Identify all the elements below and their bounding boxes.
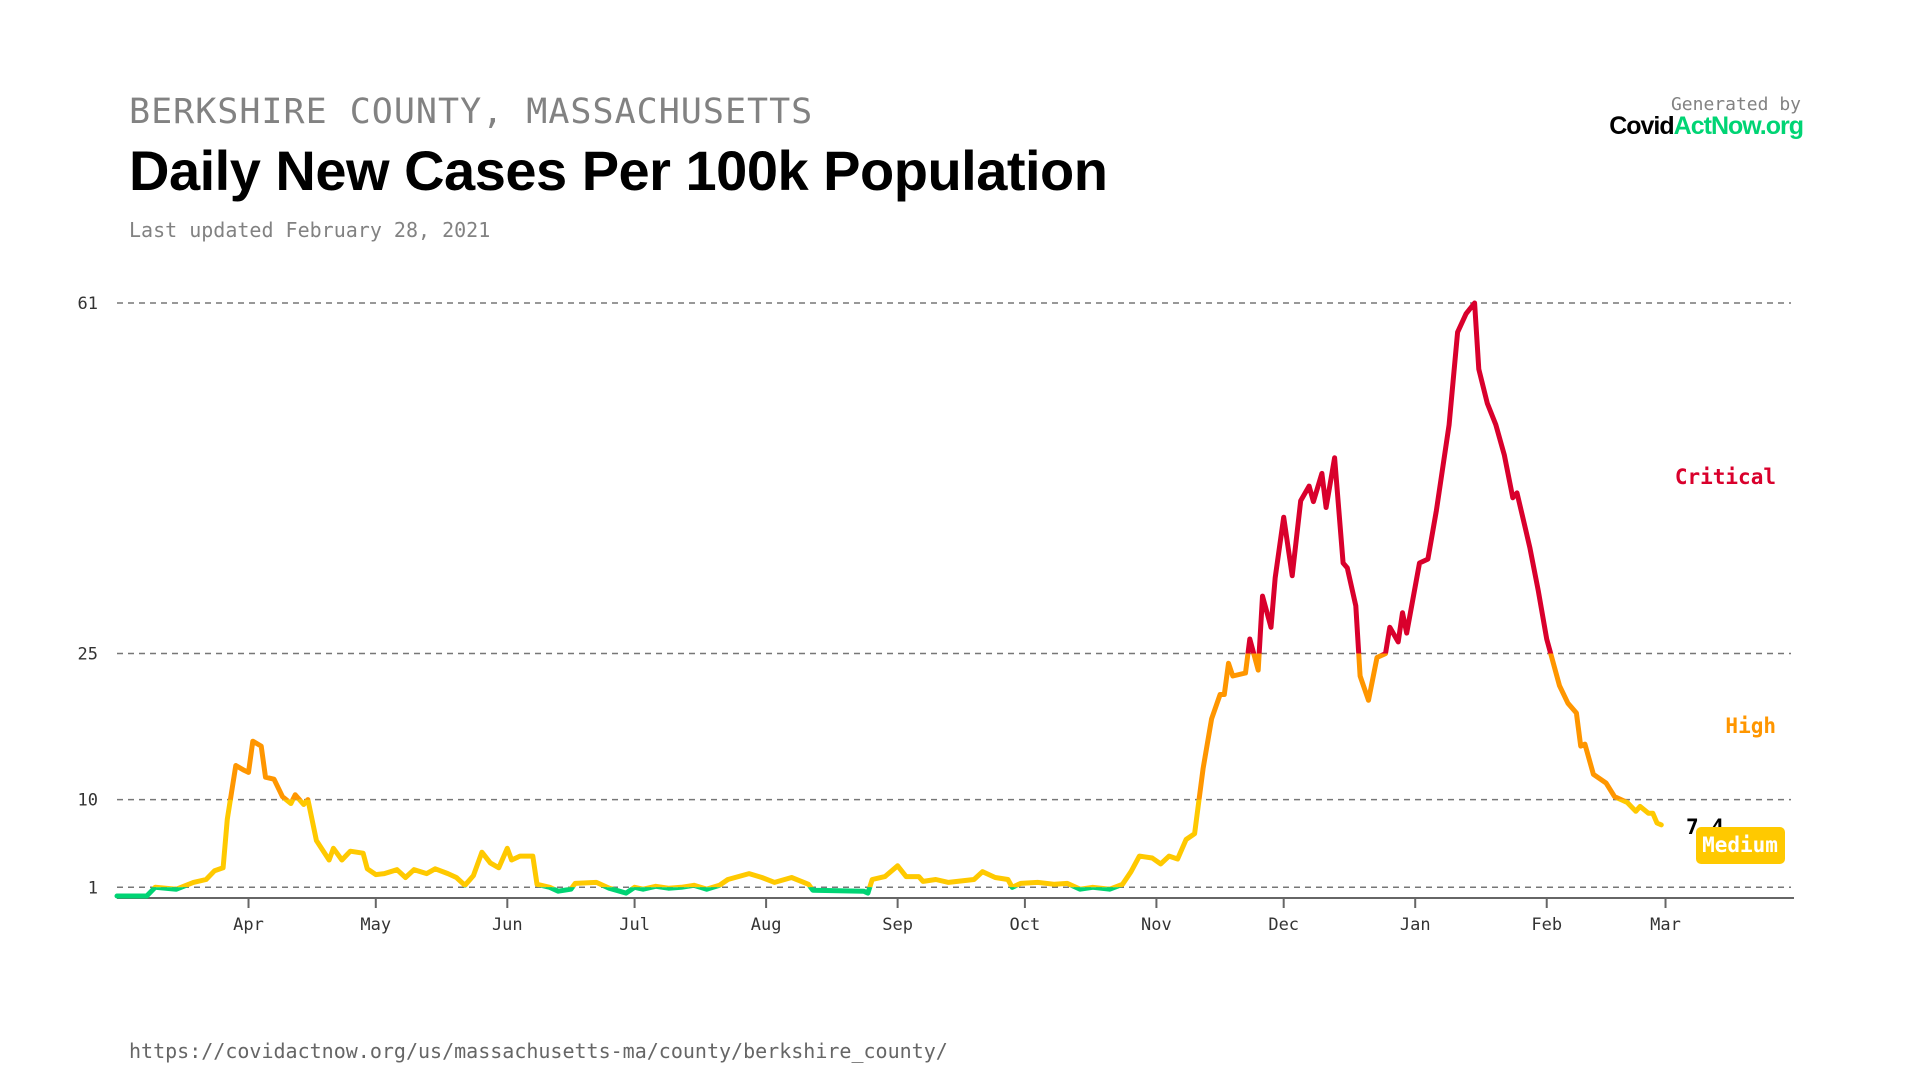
y-tick-label: 10 [78,791,98,811]
x-tick-label: Jun [492,915,523,935]
x-tick-label: Feb [1531,915,1562,935]
logo-part1: Covid [1609,112,1674,140]
y-tick-label: 61 [78,294,98,314]
x-tick-label: Aug [751,915,782,935]
x-tick-label: Sep [882,915,913,935]
zone-label-critical: Critical [1675,465,1776,489]
y-tick-label: 25 [78,645,98,665]
generated-by: Generated by [1670,94,1801,115]
covidactnow-logo: CovidActNow.org [1609,112,1804,141]
chart-title: Daily New Cases Per 100k Population [129,139,1108,202]
level-badge [1696,827,1785,864]
series-line-medium [151,799,1664,888]
x-tick-label: Jul [619,915,650,935]
x-tick-label: Oct [1010,915,1041,935]
x-tick-label: May [360,915,391,935]
series-line-low [114,887,1122,899]
x-tick-label: Nov [1141,915,1172,935]
source-url: https://covidactnow.org/us/massachusetts… [129,1039,948,1063]
zone-label-high: High [1725,714,1776,738]
x-tick-label: Dec [1268,915,1299,935]
level-badge-label: Medium [1702,833,1778,857]
logo-part2: ActNow.org [1673,112,1804,140]
x-tick-label: Apr [233,915,264,935]
series-line-high [227,653,1628,800]
location-subtitle: BERKSHIRE COUNTY, MASSACHUSETTS [129,92,814,132]
last-updated: Last updated February 28, 2021 [129,218,491,242]
series-line-critical [1245,300,1554,654]
y-tick-label: 1 [88,878,98,898]
x-tick-label: Mar [1650,915,1681,935]
x-tick-label: Jan [1400,915,1431,935]
